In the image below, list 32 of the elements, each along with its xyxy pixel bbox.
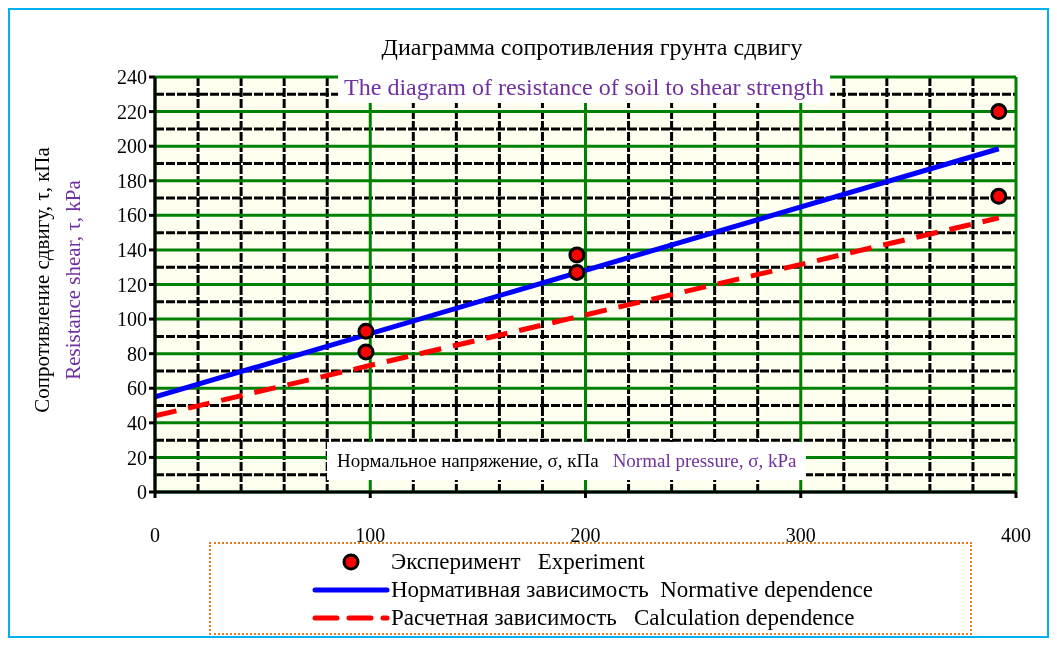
y-tick-label: 60 — [127, 377, 147, 400]
y-tick-label: 240 — [117, 66, 147, 89]
chart-subtitle: The diagram of resistance of soil to shear strength — [338, 72, 830, 103]
point — [357, 322, 375, 340]
y-tick-label: 120 — [117, 273, 147, 296]
x-tick-label: 100 — [355, 524, 386, 547]
x-tick-label: 400 — [1001, 524, 1031, 547]
legend-label: Расчетная зависимость Calculation dependence — [391, 605, 855, 631]
y-tick-label: 0 — [137, 481, 147, 504]
text: Resistance shear, τ, kPa — [60, 180, 86, 380]
y-tick-label: 160 — [117, 204, 147, 227]
y-tick-label: 140 — [117, 239, 147, 262]
y-tick-label: 100 — [117, 308, 147, 331]
point — [568, 246, 586, 264]
y-tick-label: 200 — [117, 135, 147, 158]
y-axis-title: Сопротивление сдвигу, τ, кПа — [29, 147, 55, 413]
point — [990, 187, 1008, 205]
y-tick-label: 40 — [127, 411, 147, 434]
x-tick-label: 200 — [570, 524, 601, 547]
annotation: Normal pressure, σ, kPa — [612, 450, 797, 471]
y-tick-label: 80 — [127, 342, 147, 365]
legend-label: Нормативная зависимость Normative dependence — [391, 577, 873, 603]
point — [568, 263, 586, 281]
point — [357, 343, 375, 361]
y-tick-label: 220 — [117, 100, 147, 123]
x-axis-title: Нормальное напряжение, σ, кПа — [337, 450, 599, 471]
legend-label: Эксперимент Experiment — [391, 549, 645, 575]
chart-title: Диаграмма сопротивления грунта сдвигу — [381, 34, 803, 61]
point — [990, 103, 1008, 121]
y-tick-label: 20 — [127, 446, 147, 469]
y-tick-label: 180 — [117, 169, 147, 192]
x-tick-label: 300 — [785, 524, 816, 547]
